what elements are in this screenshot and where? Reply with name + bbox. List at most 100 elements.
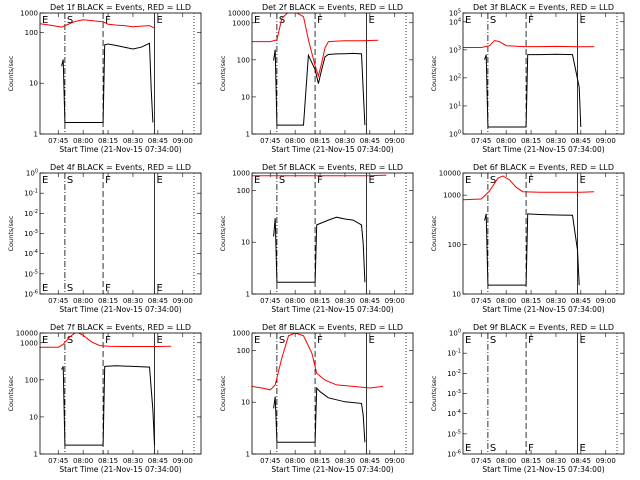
x-tick-label: 08:00 bbox=[496, 457, 516, 465]
x-tick-label: 09:00 bbox=[596, 457, 616, 465]
y-tick-label: 1000 bbox=[232, 330, 250, 338]
y-axis-label: Counts/sec bbox=[7, 215, 15, 251]
marker-label-top: F bbox=[528, 15, 534, 26]
y-tick-label: 101 bbox=[449, 101, 461, 110]
x-tick-label: 08:45 bbox=[360, 297, 380, 305]
y-tick-label: 100 bbox=[237, 187, 250, 195]
y-tick-label: 1000 bbox=[232, 170, 250, 178]
y-tick-label: 1 bbox=[34, 451, 38, 459]
x-tick-label: 07:45 bbox=[260, 297, 280, 305]
series-line-lld bbox=[252, 333, 384, 391]
x-tick-label: 08:15 bbox=[521, 457, 541, 465]
x-tick-label: 08:30 bbox=[123, 137, 143, 145]
y-tick-label: 100 bbox=[449, 130, 461, 139]
marker-label-top: E bbox=[369, 335, 375, 346]
y-tick-label: 10-3 bbox=[447, 389, 461, 398]
chart-panel-6: Det 6f BLACK = Events, RED = LLD Counts/s… bbox=[430, 163, 625, 314]
series-line-lld bbox=[463, 39, 595, 48]
marker-label-top: E bbox=[254, 335, 260, 346]
plot-frame bbox=[251, 172, 414, 295]
x-tick-label: 08:00 bbox=[73, 457, 93, 465]
x-axis-label: Start Time (21-Nov-15 07:34:00) bbox=[482, 145, 604, 154]
series-line-lld bbox=[40, 19, 155, 29]
x-tick-label: 08:00 bbox=[285, 457, 305, 465]
y-tick-label: 1000 bbox=[20, 339, 38, 347]
marker-label-top: F bbox=[105, 175, 111, 186]
series-line-lld bbox=[40, 333, 172, 348]
series-line-lld bbox=[252, 13, 379, 78]
x-axis-label: Start Time (21-Nov-15 07:34:00) bbox=[59, 465, 181, 474]
y-tick-label: 10-3 bbox=[24, 229, 38, 238]
y-tick-label: 10000 bbox=[16, 330, 38, 338]
series-line-events bbox=[484, 53, 582, 128]
series-line-lld bbox=[252, 174, 387, 177]
chart-title: Det 6f BLACK = Events, RED = LLD bbox=[473, 163, 614, 172]
y-tick-label: 10 bbox=[241, 239, 250, 247]
x-axis-label: Start Time (21-Nov-15 07:34:00) bbox=[59, 145, 181, 154]
plot-frame bbox=[251, 12, 414, 135]
marker-label-top: E bbox=[580, 175, 586, 186]
plot-frame bbox=[39, 332, 202, 455]
x-tick-label: 08:45 bbox=[148, 297, 168, 305]
x-axis-label: Start Time (21-Nov-15 07:34:00) bbox=[271, 465, 393, 474]
marker-label-top: S bbox=[279, 175, 285, 186]
x-tick-label: 08:15 bbox=[98, 297, 118, 305]
y-tick-label: 1000 bbox=[20, 10, 38, 18]
chart-panel-1: Det 1f BLACK = Events, RED = LLD Counts/s… bbox=[7, 3, 202, 154]
x-tick-label: 08:30 bbox=[335, 297, 355, 305]
marker-label-top: E bbox=[42, 175, 48, 186]
y-tick-label: 10-5 bbox=[24, 269, 38, 278]
y-tick-label: 102 bbox=[449, 73, 461, 82]
marker-label-top: F bbox=[528, 335, 534, 346]
x-tick-label: 09:00 bbox=[173, 137, 193, 145]
x-tick-label: 08:45 bbox=[360, 457, 380, 465]
marker-label-top: F bbox=[317, 335, 323, 346]
x-tick-label: 08:15 bbox=[310, 137, 330, 145]
plot-frame bbox=[462, 12, 625, 135]
y-tick-label: 100 bbox=[449, 329, 461, 338]
x-tick-label: 07:45 bbox=[260, 457, 280, 465]
y-tick-label: 105 bbox=[449, 9, 461, 18]
y-tick-label: 100 bbox=[237, 56, 250, 64]
x-tick-label: 08:00 bbox=[73, 297, 93, 305]
x-tick-label: 07:45 bbox=[471, 457, 491, 465]
x-tick-label: 08:30 bbox=[546, 457, 566, 465]
x-tick-label: 09:00 bbox=[596, 297, 616, 305]
marker-label-top: F bbox=[317, 175, 323, 186]
plot-frame bbox=[39, 12, 202, 135]
x-tick-label: 08:15 bbox=[310, 457, 330, 465]
marker-label-top: E bbox=[157, 335, 163, 346]
marker-label-top: E bbox=[369, 175, 375, 186]
x-tick-label: 08:15 bbox=[98, 137, 118, 145]
x-tick-label: 09:00 bbox=[173, 457, 193, 465]
marker-label-top: S bbox=[279, 15, 285, 26]
y-tick-label: 104 bbox=[449, 17, 461, 26]
y-tick-label: 103 bbox=[449, 45, 461, 54]
marker-label-bottom: S bbox=[67, 283, 73, 294]
marker-label-top: S bbox=[67, 175, 73, 186]
marker-label-bottom: E bbox=[465, 443, 471, 454]
x-tick-label: 09:00 bbox=[596, 137, 616, 145]
series-line-events bbox=[484, 213, 580, 286]
x-tick-label: 07:45 bbox=[471, 137, 491, 145]
chart-title: Det 5f BLACK = Events, RED = LLD bbox=[262, 163, 403, 172]
chart-panel-5: Det 5f BLACK = Events, RED = LLD Counts/s… bbox=[219, 163, 414, 314]
chart-title: Det 8f BLACK = Events, RED = LLD bbox=[262, 323, 403, 332]
series-line-lld bbox=[463, 175, 595, 201]
marker-label-top: F bbox=[105, 15, 111, 26]
y-tick-label: 100 bbox=[26, 169, 38, 178]
y-tick-label: 10-6 bbox=[447, 450, 461, 459]
x-tick-label: 08:15 bbox=[98, 457, 118, 465]
marker-label-bottom: F bbox=[105, 283, 111, 294]
marker-label-top: S bbox=[67, 335, 73, 346]
x-tick-label: 08:15 bbox=[310, 297, 330, 305]
x-axis-label: Start Time (21-Nov-15 07:34:00) bbox=[482, 465, 604, 474]
x-tick-label: 07:45 bbox=[471, 297, 491, 305]
x-tick-label: 08:45 bbox=[148, 137, 168, 145]
x-tick-label: 08:30 bbox=[546, 297, 566, 305]
y-tick-label: 10-6 bbox=[24, 290, 38, 299]
chart-title: Det 1f BLACK = Events, RED = LLD bbox=[50, 3, 191, 12]
marker-label-top: S bbox=[490, 335, 496, 346]
chart-panel-7: Det 7f BLACK = Events, RED = LLD Counts/s… bbox=[7, 323, 202, 474]
